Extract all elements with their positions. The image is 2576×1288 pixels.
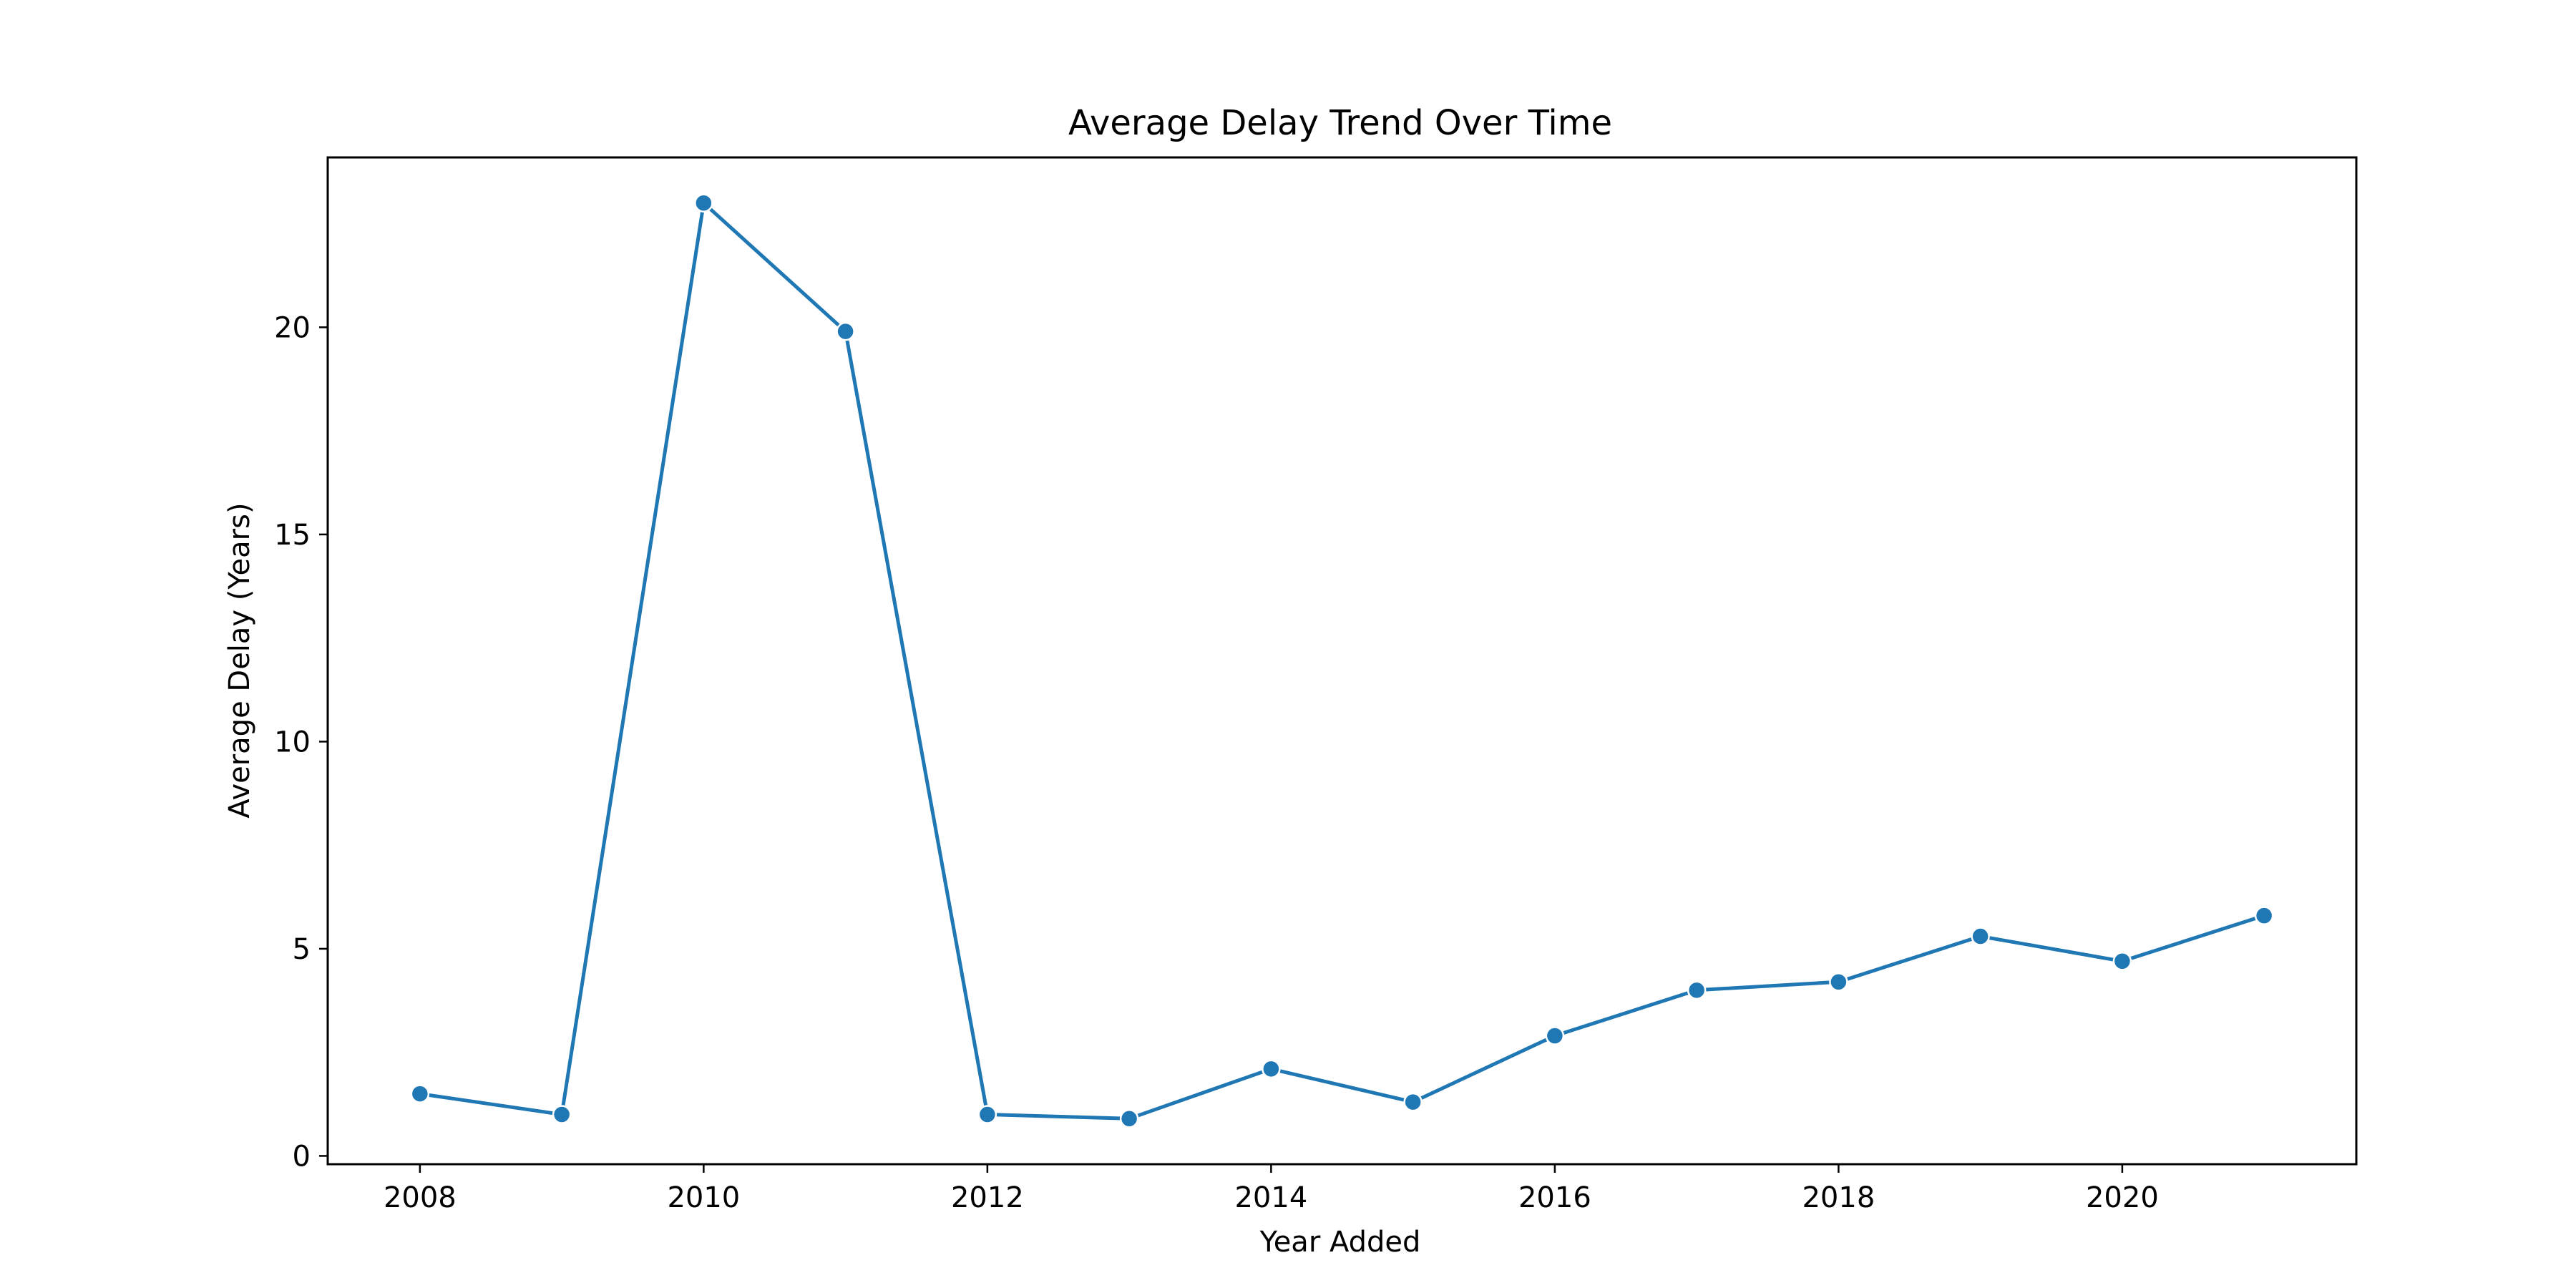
data-point-2011 (836, 321, 855, 341)
data-point-2018 (1829, 972, 1848, 992)
data-point-2013 (1119, 1109, 1139, 1128)
x-tick-label: 2016 (1518, 1181, 1591, 1214)
data-point-2016 (1545, 1026, 1565, 1045)
data-point-2017 (1687, 980, 1707, 1000)
x-axis-label: Year Added (1259, 1226, 1421, 1259)
data-point-2021 (2254, 906, 2274, 925)
x-tick-label: 2020 (2086, 1181, 2159, 1214)
data-point-2015 (1403, 1092, 1423, 1112)
data-point-2019 (1971, 927, 1990, 946)
data-point-2020 (2112, 952, 2132, 971)
y-tick-label: 10 (274, 726, 311, 758)
y-tick-label: 0 (293, 1140, 311, 1173)
data-point-2009 (552, 1105, 572, 1124)
x-tick-label: 2018 (1802, 1181, 1875, 1214)
data-point-2008 (410, 1084, 430, 1103)
y-tick-label: 15 (274, 519, 311, 552)
x-tick-label: 2010 (667, 1181, 740, 1214)
x-tick-label: 2008 (384, 1181, 457, 1214)
plot-area-frame (326, 156, 2358, 1166)
x-axis-ticks: 2008 2010 2012 2014 2016 2018 2020 (384, 1164, 2159, 1214)
series-line (418, 201, 2266, 1121)
x-tick-label: 2014 (1234, 1181, 1307, 1214)
y-tick-label: 5 (293, 933, 311, 966)
data-point-2012 (977, 1105, 997, 1124)
series-points (410, 193, 2274, 1128)
chart-title: Average Delay Trend Over Time (1068, 103, 1612, 143)
data-point-2010 (694, 193, 713, 213)
y-axis-label: Average Delay (Years) (223, 502, 256, 818)
y-tick-label: 20 (274, 311, 311, 344)
data-point-2014 (1262, 1059, 1281, 1079)
y-axis-ticks: 0 5 10 15 20 (274, 311, 328, 1173)
x-tick-label: 2012 (951, 1181, 1024, 1214)
